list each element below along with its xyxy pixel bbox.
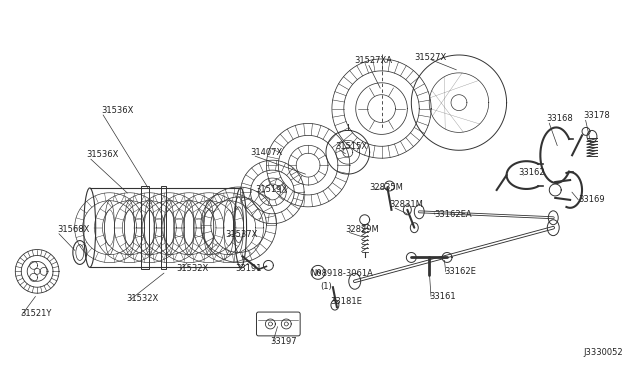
Text: 33169: 33169 [578,195,605,204]
Text: 33178: 33178 [583,110,610,119]
Text: 33181E: 33181E [330,297,362,306]
Text: 31536X: 31536X [87,150,119,159]
Bar [161,186,166,269]
Text: 32829M: 32829M [345,225,379,234]
Text: 31537X: 31537X [226,230,258,239]
Text: 31532X: 31532X [127,294,159,303]
Text: J3330052: J3330052 [583,348,623,357]
Text: 33168: 33168 [547,113,573,122]
Text: 32831M: 32831M [390,200,423,209]
Text: 31527XA: 31527XA [355,56,393,65]
Text: 31521Y: 31521Y [20,309,52,318]
Text: 31519X: 31519X [255,185,287,194]
Text: 33161: 33161 [429,292,456,301]
Text: 32835M: 32835M [370,183,403,192]
Bar [141,186,149,269]
Text: 31407X: 31407X [250,148,283,157]
Text: N08918-3061A: N08918-3061A [310,269,373,278]
Text: 31536X: 31536X [102,106,134,115]
Text: 33162EA: 33162EA [434,210,472,219]
Text: 33191: 33191 [236,264,262,273]
Text: N: N [316,270,321,275]
Text: 31515X: 31515X [335,142,367,151]
Text: 31568X: 31568X [57,225,90,234]
Text: 33162: 33162 [518,168,545,177]
Text: 31527X: 31527X [414,53,447,62]
Text: 33197: 33197 [270,337,297,346]
Text: 31532X: 31532X [176,264,209,273]
Text: 33162E: 33162E [444,267,476,276]
Text: (1): (1) [320,282,332,291]
